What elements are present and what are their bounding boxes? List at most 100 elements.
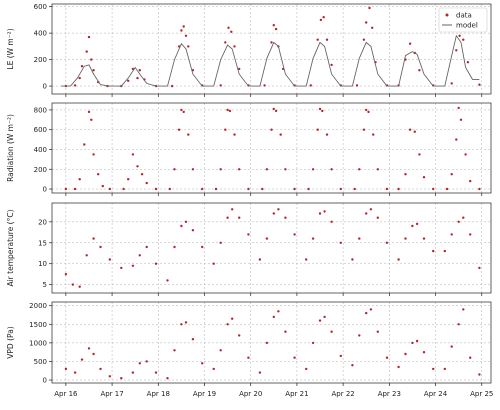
data-point	[462, 308, 465, 311]
data-point	[365, 21, 368, 24]
data-point	[293, 187, 296, 191]
data-point	[457, 220, 460, 223]
data-point	[92, 237, 95, 240]
data-point	[462, 216, 465, 219]
data-point	[85, 50, 88, 53]
data-point	[307, 187, 310, 191]
data-point	[365, 108, 368, 112]
y-tick-label: 2000	[29, 302, 47, 310]
data-point	[233, 45, 236, 48]
x-tick-label: Apr 16	[54, 390, 78, 398]
plot-frame	[51, 3, 492, 95]
data-point	[466, 61, 470, 64]
data-point	[358, 237, 361, 240]
data-point	[404, 237, 407, 240]
data-point	[219, 241, 222, 244]
data-point	[90, 118, 93, 122]
data-point	[191, 168, 195, 171]
data-point	[443, 367, 446, 371]
y-tick-label: 15	[38, 239, 47, 247]
data-point	[457, 106, 460, 110]
x-tick-label: Apr 22	[332, 390, 355, 398]
data-point	[80, 65, 84, 68]
data-point	[265, 237, 269, 240]
y-tick-label: 1000	[29, 339, 47, 347]
y-tick-label: 0	[43, 186, 47, 194]
data-point	[166, 377, 169, 380]
data-point	[469, 233, 472, 236]
data-point	[90, 58, 93, 61]
series-line-model	[61, 34, 480, 87]
data-point	[309, 84, 312, 87]
data-point	[154, 262, 158, 265]
data-point	[64, 273, 68, 276]
data-point	[231, 317, 234, 320]
data-point	[224, 41, 227, 44]
data-point	[272, 315, 275, 319]
data-point	[450, 82, 453, 85]
data-point	[131, 264, 135, 267]
x-tick-label: Apr 20	[239, 390, 262, 398]
data-point	[180, 108, 183, 112]
data-point	[323, 210, 326, 213]
data-point	[376, 216, 379, 219]
y-tick-label: 1500	[29, 321, 47, 329]
data-point	[233, 133, 236, 136]
data-point	[376, 330, 379, 333]
data-point	[274, 27, 278, 31]
data-point	[80, 358, 84, 361]
data-point	[274, 109, 278, 113]
data-point	[478, 373, 481, 376]
data-point	[351, 258, 354, 261]
data-point	[321, 109, 324, 113]
data-point	[358, 334, 361, 337]
data-point	[108, 375, 112, 378]
data-point	[376, 168, 379, 171]
data-point	[459, 118, 463, 122]
data-point	[177, 128, 181, 131]
data-point	[238, 334, 241, 337]
data-point	[365, 212, 368, 215]
y-tick-label: 200	[34, 166, 47, 174]
data-point	[145, 245, 148, 249]
y-tick-label: 10	[38, 260, 47, 268]
data-point	[258, 371, 262, 374]
data-point	[478, 83, 481, 86]
data-point	[87, 110, 91, 114]
data-point	[284, 330, 287, 333]
data-point	[385, 241, 389, 244]
data-point	[145, 181, 148, 185]
plot-frame	[51, 301, 492, 384]
data-point	[230, 30, 233, 33]
plot-frame	[51, 202, 492, 294]
data-point	[182, 110, 185, 114]
data-point	[201, 362, 204, 365]
data-point	[432, 249, 435, 253]
data-point	[180, 29, 183, 32]
x-tick-label: Apr 24	[424, 390, 448, 398]
data-point	[311, 168, 315, 171]
data-point	[226, 216, 229, 219]
data-point	[316, 128, 319, 131]
data-point	[78, 76, 81, 80]
data-point	[325, 38, 329, 41]
data-point	[455, 49, 458, 52]
data-point	[87, 347, 91, 350]
data-point	[212, 262, 215, 265]
data-point	[311, 237, 315, 240]
data-point	[136, 165, 139, 168]
data-point	[228, 109, 232, 113]
y-tick-label: 400	[34, 30, 47, 38]
y-tick-label: 0	[43, 83, 47, 91]
data-point	[214, 187, 218, 191]
data-point	[140, 173, 144, 176]
data-point	[71, 283, 75, 286]
data-point	[265, 341, 269, 345]
data-point	[138, 69, 141, 72]
data-point	[408, 128, 412, 131]
data-point	[413, 130, 416, 133]
data-point	[184, 321, 188, 324]
data-point	[322, 16, 325, 19]
data-point	[173, 168, 176, 171]
